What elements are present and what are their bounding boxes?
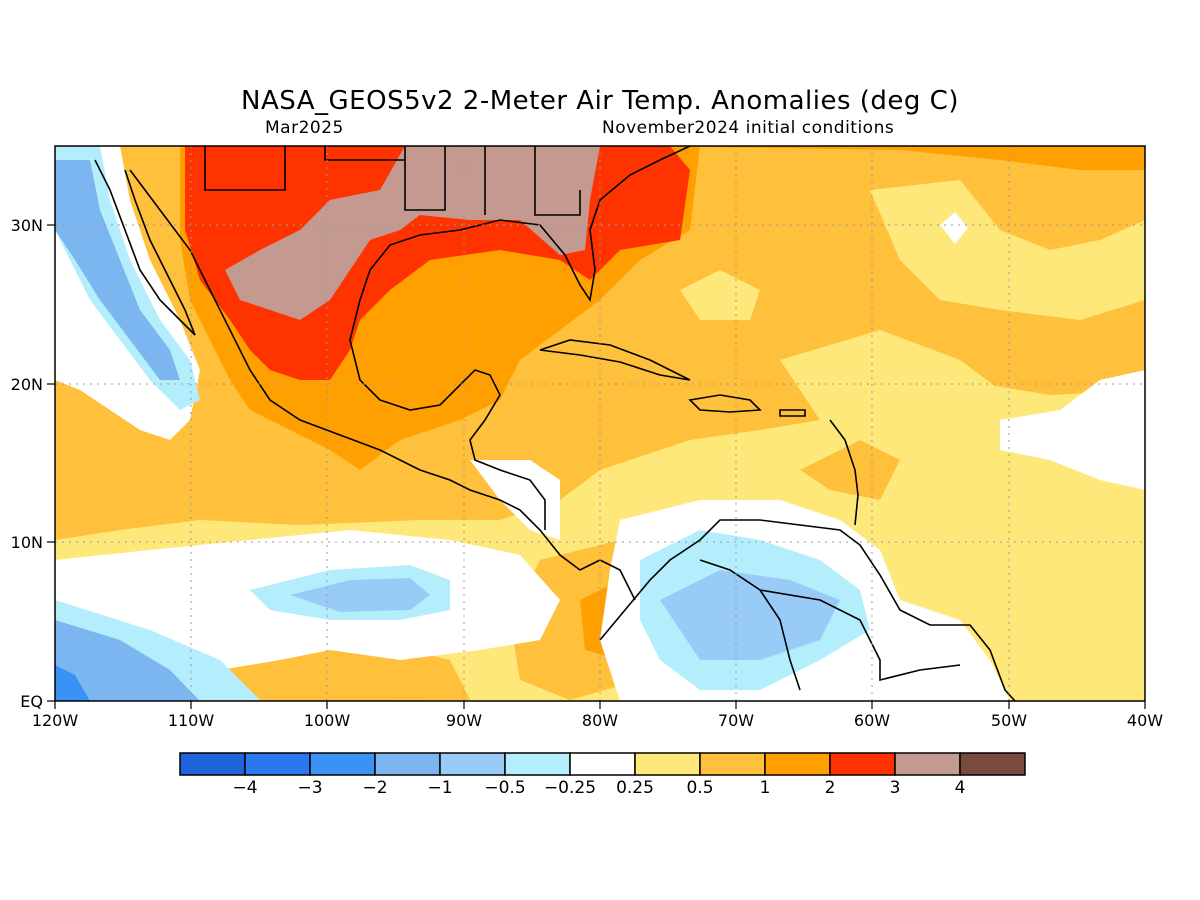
map-title: NASA_GEOS5v2 2-Meter Air Temp. Anomalies… <box>241 86 959 116</box>
lon-label: 50W <box>991 711 1027 730</box>
coast-gulf <box>359 146 691 303</box>
state-borders <box>204 146 581 216</box>
lon-label: 40W <box>1127 711 1163 730</box>
coast-south-america <box>599 519 1016 701</box>
lon-label: 100W <box>304 711 351 730</box>
coastlines <box>94 146 1016 701</box>
colorbar-swatch <box>959 752 1026 776</box>
field-tan-core <box>225 146 600 320</box>
colorbar-label: −0.25 <box>544 778 596 798</box>
lon-label: 70W <box>718 711 754 730</box>
colorbar-swatch <box>634 752 701 776</box>
lat-labels: EQ 10N 20N 30N <box>11 216 43 711</box>
lat-label: EQ <box>20 692 43 711</box>
field-yellow-atl-2 <box>680 270 760 320</box>
field-white-atl-1 <box>940 212 968 244</box>
colorbar-swatch <box>179 752 246 776</box>
lon-label: 90W <box>446 711 482 730</box>
colorbar-label: 0.25 <box>616 778 654 798</box>
colorbar-swatch <box>829 752 896 776</box>
colorbar-label: 4 <box>955 778 966 798</box>
field-yellow-atl-3 <box>780 330 1000 420</box>
initial-conditions: November2024 initial conditions <box>602 118 895 138</box>
field-paleblue-sa <box>660 570 840 660</box>
coast-baja <box>94 159 196 336</box>
field-midblue-pac-north <box>55 160 180 380</box>
field-yellow-atl-1 <box>870 180 1145 320</box>
lat-label: 20N <box>11 375 43 394</box>
colorbar-label: 1 <box>760 778 771 798</box>
colorbar-swatch <box>504 752 571 776</box>
coast-mexico-gulf <box>349 299 546 530</box>
colorbar-swatch <box>244 752 311 776</box>
colorbar-label: 0.5 <box>686 778 713 798</box>
colorbar-label: −1 <box>427 778 452 798</box>
anomaly-field <box>55 146 1145 701</box>
field-paleblue-pac-mid <box>290 578 430 612</box>
coast-mexico-pacific <box>129 169 636 601</box>
colorbar-label: −0.5 <box>484 778 525 798</box>
colorbar <box>179 752 1026 776</box>
antilles-arc <box>829 419 859 526</box>
colorbar-label: 3 <box>890 778 901 798</box>
colorbar-label: −4 <box>232 778 257 798</box>
colorbar-label: −3 <box>297 778 322 798</box>
forecast-month: Mar2025 <box>265 118 344 138</box>
lon-labels: 120W 110W 100W 90W 80W 70W 60W 50W 40W <box>32 711 1163 730</box>
field-orange-atl <box>640 146 1145 170</box>
field-midblue-pac-south <box>55 620 200 701</box>
colorbar-labels: −4 −3 −2 −1 −0.5 −0.25 0.25 0.5 1 2 3 4 <box>232 778 965 798</box>
colorbar-swatch <box>894 752 961 776</box>
lon-label: 110W <box>168 711 215 730</box>
field-blue-pac-corner <box>55 665 90 701</box>
lon-label: 120W <box>32 711 79 730</box>
graticule <box>55 146 1145 701</box>
colorbar-swatch <box>374 752 441 776</box>
field-white-atl-2 <box>1000 370 1145 490</box>
island-hispaniola <box>688 394 762 413</box>
colorbar-swatch <box>764 752 831 776</box>
colorbar-label: −2 <box>362 778 387 798</box>
field-light-orange-east <box>800 440 900 500</box>
colorbar-label: 2 <box>825 778 836 798</box>
colorbar-swatch <box>569 752 636 776</box>
colorbar-swatch <box>439 752 506 776</box>
tick-marks <box>47 224 1146 709</box>
coast-sa-interior <box>699 559 961 691</box>
lat-label: 10N <box>11 533 43 552</box>
lat-label: 30N <box>11 216 43 235</box>
island-puerto-rico <box>779 409 806 417</box>
island-cuba <box>539 339 691 381</box>
colorbar-swatch <box>309 752 376 776</box>
lon-label: 60W <box>854 711 890 730</box>
colorbar-swatch <box>699 752 766 776</box>
field-white-ca <box>470 460 560 540</box>
lon-label: 80W <box>582 711 618 730</box>
